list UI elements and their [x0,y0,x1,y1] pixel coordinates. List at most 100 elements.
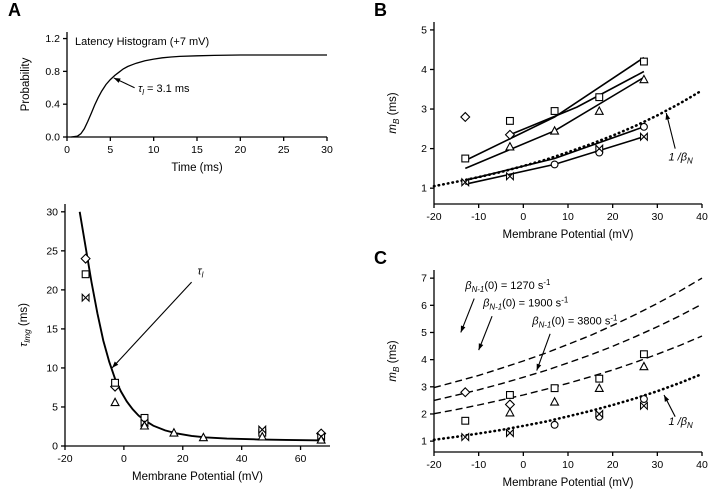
series-beta-3800-curve [433,335,703,415]
triangle-marker [639,361,649,371]
circle-marker [639,395,648,403]
triangle-marker [594,382,605,393]
x-tick-label: -10 [471,459,486,471]
square-marker [81,270,90,279]
square-marker [505,391,514,399]
x-tick-label: 0 [520,211,526,223]
y-tick-label: 5 [421,327,427,339]
x-tick-label: 40 [236,453,248,465]
bowtie-marker [258,424,267,435]
y-tick-label: 1 [421,436,427,448]
annotation-leader [536,333,551,371]
x-tick-label: 10 [148,144,160,156]
x-tick-label: 20 [234,144,246,156]
mb-vs-voltage-c-chart: -20 -10 0 10 20 30 40 1 2 3 4 5 6 7 Membrane Potential… [387,270,708,489]
annotation: 1 /βN [669,151,694,165]
y-tick-label: 3 [421,381,427,393]
series-line-triangles [464,76,645,170]
series-line-circles [465,126,645,182]
y-tick-label: 4 [421,64,427,76]
square-marker [461,416,470,425]
square-marker [505,116,514,125]
x-tick-label: 0 [520,459,526,471]
series-beta-1270-curve [433,277,703,389]
y-tick-label: 6 [421,300,427,312]
y-tick-label: 20 [46,284,58,296]
y-tick-label: 25 [46,245,58,257]
x-tick-label: 40 [696,211,708,223]
x-tick-label: 5 [107,144,113,156]
x-tick-label: 20 [607,211,619,223]
bowtie-marker [639,401,648,411]
triangle-marker [139,420,150,430]
bowtie-marker [595,409,604,419]
y-tick-label: 0 [52,441,58,453]
x-tick-label: 10 [562,211,574,223]
circle-marker [550,420,559,429]
arrowhead [478,343,484,351]
annotation: τl = 3.1 ms [138,83,190,97]
x-tick-label: 30 [651,211,663,223]
square-marker [550,384,559,393]
arrowhead [664,394,670,402]
annotation-leader [111,281,193,369]
annotation: βN-1(0) = 1270 s-1 [464,278,551,294]
panel-label-c: C [374,248,387,268]
y-tick-label: 5 [421,24,427,36]
series-line-bowties [465,135,645,185]
series-inverse-betaN [432,372,704,442]
x-tick-label: 25 [278,144,290,156]
y-tick-label: 30 [46,206,58,218]
x-tick-label: -20 [57,453,72,465]
panel-label-b: B [374,0,387,20]
annotation: βN-1(0) = 3800 s-1 [531,313,618,329]
x-tick-label: 40 [696,459,708,471]
x-axis-label: Membrane Potential (mV) [502,229,633,241]
bowtie-marker [595,143,604,154]
y-tick-label: 1.2 [45,33,60,45]
y-axis-label: τlmg (ms) [18,303,32,347]
triangle-marker [110,397,120,407]
bowtie-marker [505,428,514,438]
mb-vs-voltage-b-chart: -20 -10 0 10 20 30 40 1 2 3 4 5 Membrane Potential (… [387,22,708,241]
series-beta-1900-curve [433,303,703,402]
x-tick-label: -20 [426,459,441,471]
circle-marker [639,122,648,131]
y-tick-label: 1 [421,183,427,195]
annotation: βN-1(0) = 1900 s-1 [482,296,569,312]
y-tick-label: 2 [421,143,427,155]
x-tick-label: 60 [295,453,307,465]
bowtie-marker [461,432,470,442]
x-axis-label: Membrane Potential (mV) [502,477,633,489]
square-marker [595,93,604,102]
annotation: τl [198,265,204,279]
triangle-marker [639,74,649,84]
triangle-marker [198,432,209,442]
triangle-marker [505,407,515,417]
y-tick-label: 0.0 [45,132,60,144]
arrowhead [112,361,119,368]
x-tick-label: -10 [471,211,486,223]
square-marker [461,154,470,163]
bowtie-marker [505,171,514,182]
series-cumulative-latency [71,54,327,138]
triangle-marker [316,434,326,444]
y-tick-label: 15 [46,323,58,335]
x-tick-label: 20 [177,453,189,465]
circle-marker [550,160,559,169]
x-tick-label: 20 [607,459,619,471]
x-tick-label: 30 [651,459,663,471]
y-tick-label: 7 [421,273,427,285]
y-tick-label: 5 [52,401,58,413]
x-tick-label: 15 [191,144,203,156]
triangle-marker [549,125,560,135]
bowtie-marker [461,177,470,187]
triangle-marker [169,427,179,437]
square-marker [639,350,648,359]
x-tick-label: 0 [64,144,70,156]
x-tick-label: 30 [321,144,333,156]
square-marker [595,374,604,383]
square-marker [639,57,648,66]
